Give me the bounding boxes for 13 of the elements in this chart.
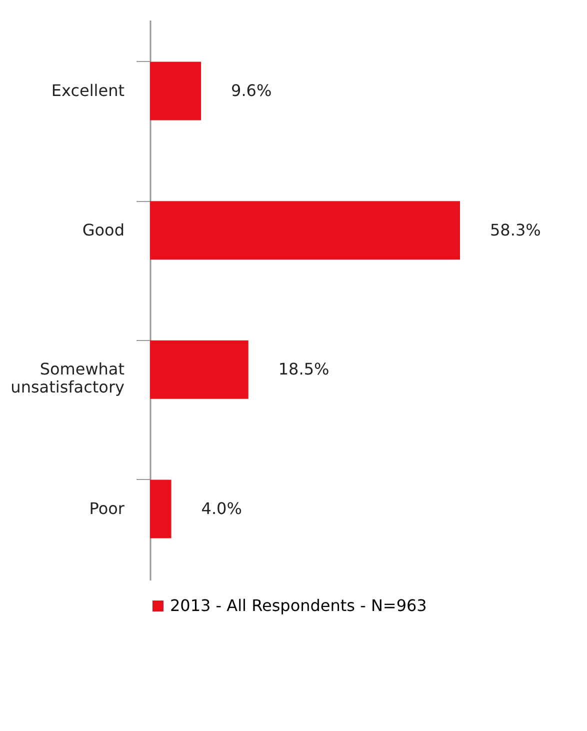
y-tick-label: Somewhat unsatisfactory [10, 360, 124, 397]
y-tick-label: Poor [89, 498, 125, 518]
data-label: 9.6% [231, 81, 272, 100]
bar [150, 62, 202, 120]
bar [150, 480, 172, 538]
data-label: 58.3% [490, 220, 541, 240]
y-tick-label: Excellent [51, 81, 124, 100]
legend-label: 2013 - All Respondents - N=963 [170, 596, 427, 615]
data-label: 18.5% [278, 360, 330, 379]
bar [150, 340, 248, 399]
bar [150, 201, 460, 260]
y-tick-label: Good [82, 220, 124, 240]
data-label: 4.0% [201, 498, 242, 518]
